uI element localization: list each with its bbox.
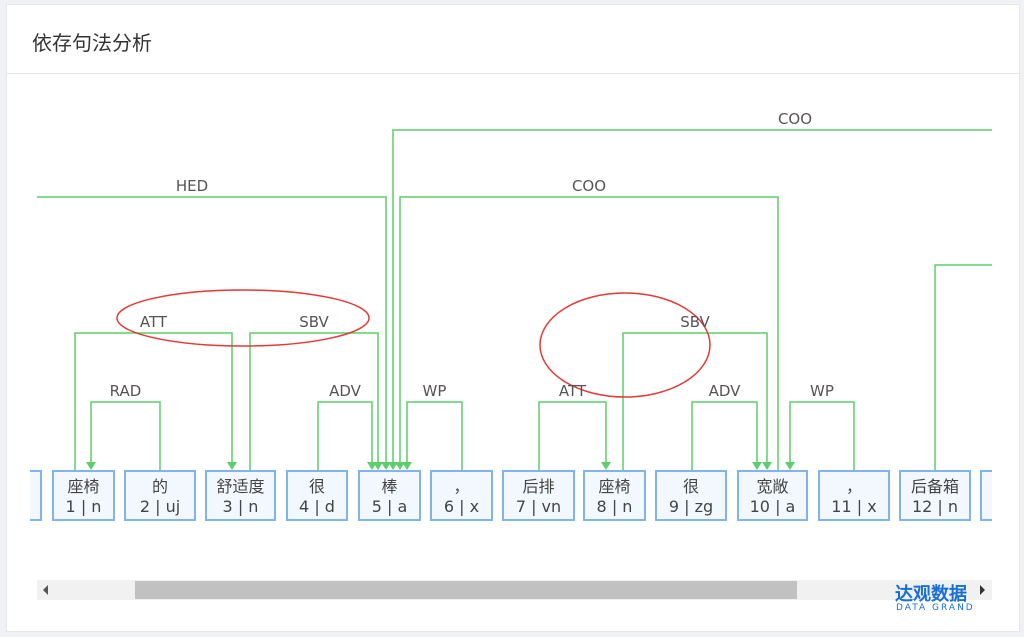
arc-label: SBV <box>299 313 329 331</box>
arc-arrow-icon <box>86 462 96 470</box>
arc-arrow-icon <box>785 462 795 470</box>
token-tag: 12 | n <box>911 497 959 516</box>
arc-label: ADV <box>329 382 361 400</box>
arc-label: RAD <box>109 382 142 400</box>
dependency-arc <box>789 401 855 470</box>
horizontal-scrollbar[interactable] <box>37 580 992 600</box>
arc-arrow-icon <box>388 462 398 470</box>
arc-label: COO <box>571 177 607 195</box>
dependency-arc <box>691 401 758 470</box>
brand-logo: 达观数据 <box>895 584 967 605</box>
highlight-ellipse <box>539 292 711 398</box>
arc-label: COO <box>777 110 813 128</box>
token-word: 座椅 <box>67 477 100 496</box>
token-word: 舒适度 <box>216 477 265 496</box>
token-tag: 6 | x <box>443 497 480 516</box>
dependency-arc <box>934 264 992 470</box>
token-box[interactable]: 后排 7 | vn <box>502 470 575 521</box>
token-box[interactable]: 座椅 8 | n <box>583 470 646 521</box>
arc-arrow-icon <box>762 462 772 470</box>
dependency-arc <box>74 332 233 470</box>
scroll-left-icon[interactable] <box>43 585 48 595</box>
token-tag: 2 | uj <box>139 497 181 516</box>
token-box[interactable]: ， 6 | x <box>430 470 493 521</box>
dependency-arc <box>622 332 768 470</box>
panel-header: 依存句法分析 <box>7 5 1019 74</box>
dependency-arc <box>90 401 161 470</box>
token-word: 后备箱 <box>910 477 959 496</box>
dependency-panel: 依存句法分析 <box>6 4 1020 632</box>
token-tag: 3 | n <box>222 497 259 516</box>
highlight-ellipse <box>116 289 370 347</box>
token-word: 的 <box>151 477 168 496</box>
arc-label: ATT <box>558 382 587 400</box>
dependency-arc <box>37 196 387 464</box>
arc-arrow-icon <box>402 462 412 470</box>
dependency-arc <box>399 196 779 470</box>
arc-arrow-icon <box>381 462 391 470</box>
token-box[interactable]: 座椅 1 | n <box>52 470 115 521</box>
token-word: ， <box>453 477 470 496</box>
arc-label: WP <box>810 382 834 400</box>
arc-label: ATT <box>139 313 168 331</box>
scroll-right-icon[interactable] <box>980 585 985 595</box>
token-word: 很 <box>682 477 699 496</box>
dependency-arc <box>538 401 607 470</box>
token-tag: 4 | d <box>299 497 335 516</box>
token-word: 棒 <box>381 477 398 496</box>
token-box[interactable]: 宽敞 10 | a <box>737 470 808 521</box>
arc-label: HED <box>175 177 209 195</box>
arc-label: SBV <box>680 313 710 331</box>
token-word: 宽敞 <box>756 477 789 496</box>
arc-label: WP <box>422 382 447 400</box>
brand-logo-sub: DATA GRAND <box>896 603 975 613</box>
dependency-arc <box>249 332 379 470</box>
token-word: 座椅 <box>598 477 631 496</box>
dependency-arc <box>406 401 463 470</box>
token-word: ， <box>845 477 862 496</box>
arc-label: ADV <box>708 382 741 400</box>
arc-arrow-icon <box>367 462 377 470</box>
dependency-arc <box>317 401 373 470</box>
token-tag: 9 | zg <box>668 497 714 516</box>
arc-arrow-icon <box>752 462 762 470</box>
arc-arrow-icon <box>601 462 611 470</box>
scrollbar-thumb[interactable] <box>135 581 797 599</box>
token-tag: 8 | n <box>596 497 633 516</box>
token-tag: 1 | n <box>65 497 102 516</box>
token-partial-right <box>980 470 992 521</box>
dependency-arc <box>392 129 992 464</box>
token-box[interactable]: 舒适度 3 | n <box>205 470 276 521</box>
token-tag: 11 | x <box>831 497 877 516</box>
arc-arrow-icon <box>395 462 405 470</box>
token-tag: 7 | vn <box>515 497 562 516</box>
token-tag: 10 | a <box>749 497 796 516</box>
token-box[interactable]: ， 11 | x <box>818 470 890 521</box>
token-partial-left <box>30 470 42 521</box>
arc-arrow-icon <box>227 462 237 470</box>
token-word: 很 <box>308 477 325 496</box>
token-box[interactable]: 后备箱 12 | n <box>899 470 971 521</box>
page-title: 依存句法分析 <box>32 31 152 55</box>
token-word: 后排 <box>522 477 555 496</box>
token-tag: 5 | a <box>371 497 408 516</box>
